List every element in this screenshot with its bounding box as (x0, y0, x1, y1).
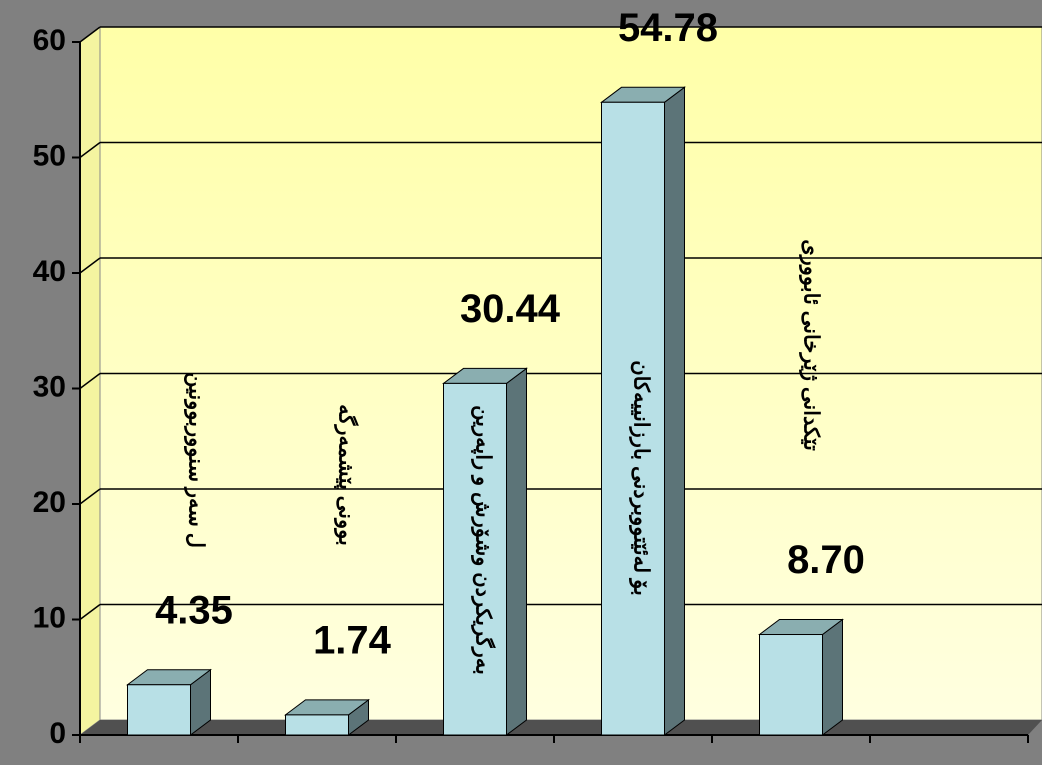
grid-line (79, 257, 101, 274)
bar (285, 714, 349, 736)
bar-side (822, 618, 843, 736)
y-tick-label: 0 (49, 717, 66, 750)
grid-line (79, 26, 101, 43)
value-label: 30.44 (460, 287, 561, 331)
y-tick-label: 50 (33, 139, 66, 172)
grid-line (79, 488, 101, 505)
category-label: ل سەر سنووربوونین (183, 372, 207, 548)
bar-side (664, 86, 685, 736)
y-tick-label: 30 (33, 370, 66, 403)
grid-line (79, 603, 101, 621)
y-tick-label: 60 (33, 24, 66, 57)
bar (601, 101, 665, 736)
value-label: 54.78 (618, 6, 718, 50)
grid-line (79, 372, 101, 390)
value-label: 1.74 (313, 618, 392, 662)
category-label: بوونی پێشمەرگە (333, 404, 359, 546)
y-tick-label: 10 (33, 601, 66, 634)
value-label: 8.70 (787, 538, 865, 582)
category-label: بەرگریکردن وشۆرش و راپەرین (470, 405, 496, 675)
floor (80, 720, 1042, 735)
bar-side (506, 367, 527, 736)
value-label: 4.35 (155, 588, 233, 632)
grid-line (79, 141, 101, 159)
bar (759, 634, 823, 736)
y-tick-label: 20 (33, 486, 66, 519)
category-label: بۆ لەئێتووبردنی بارزانییەکان (628, 360, 652, 596)
category-label: تێکدانی ژێرخانی ئابووری (798, 239, 822, 451)
bar (443, 382, 507, 736)
y-tick-label: 40 (33, 255, 66, 288)
bar (127, 684, 191, 736)
